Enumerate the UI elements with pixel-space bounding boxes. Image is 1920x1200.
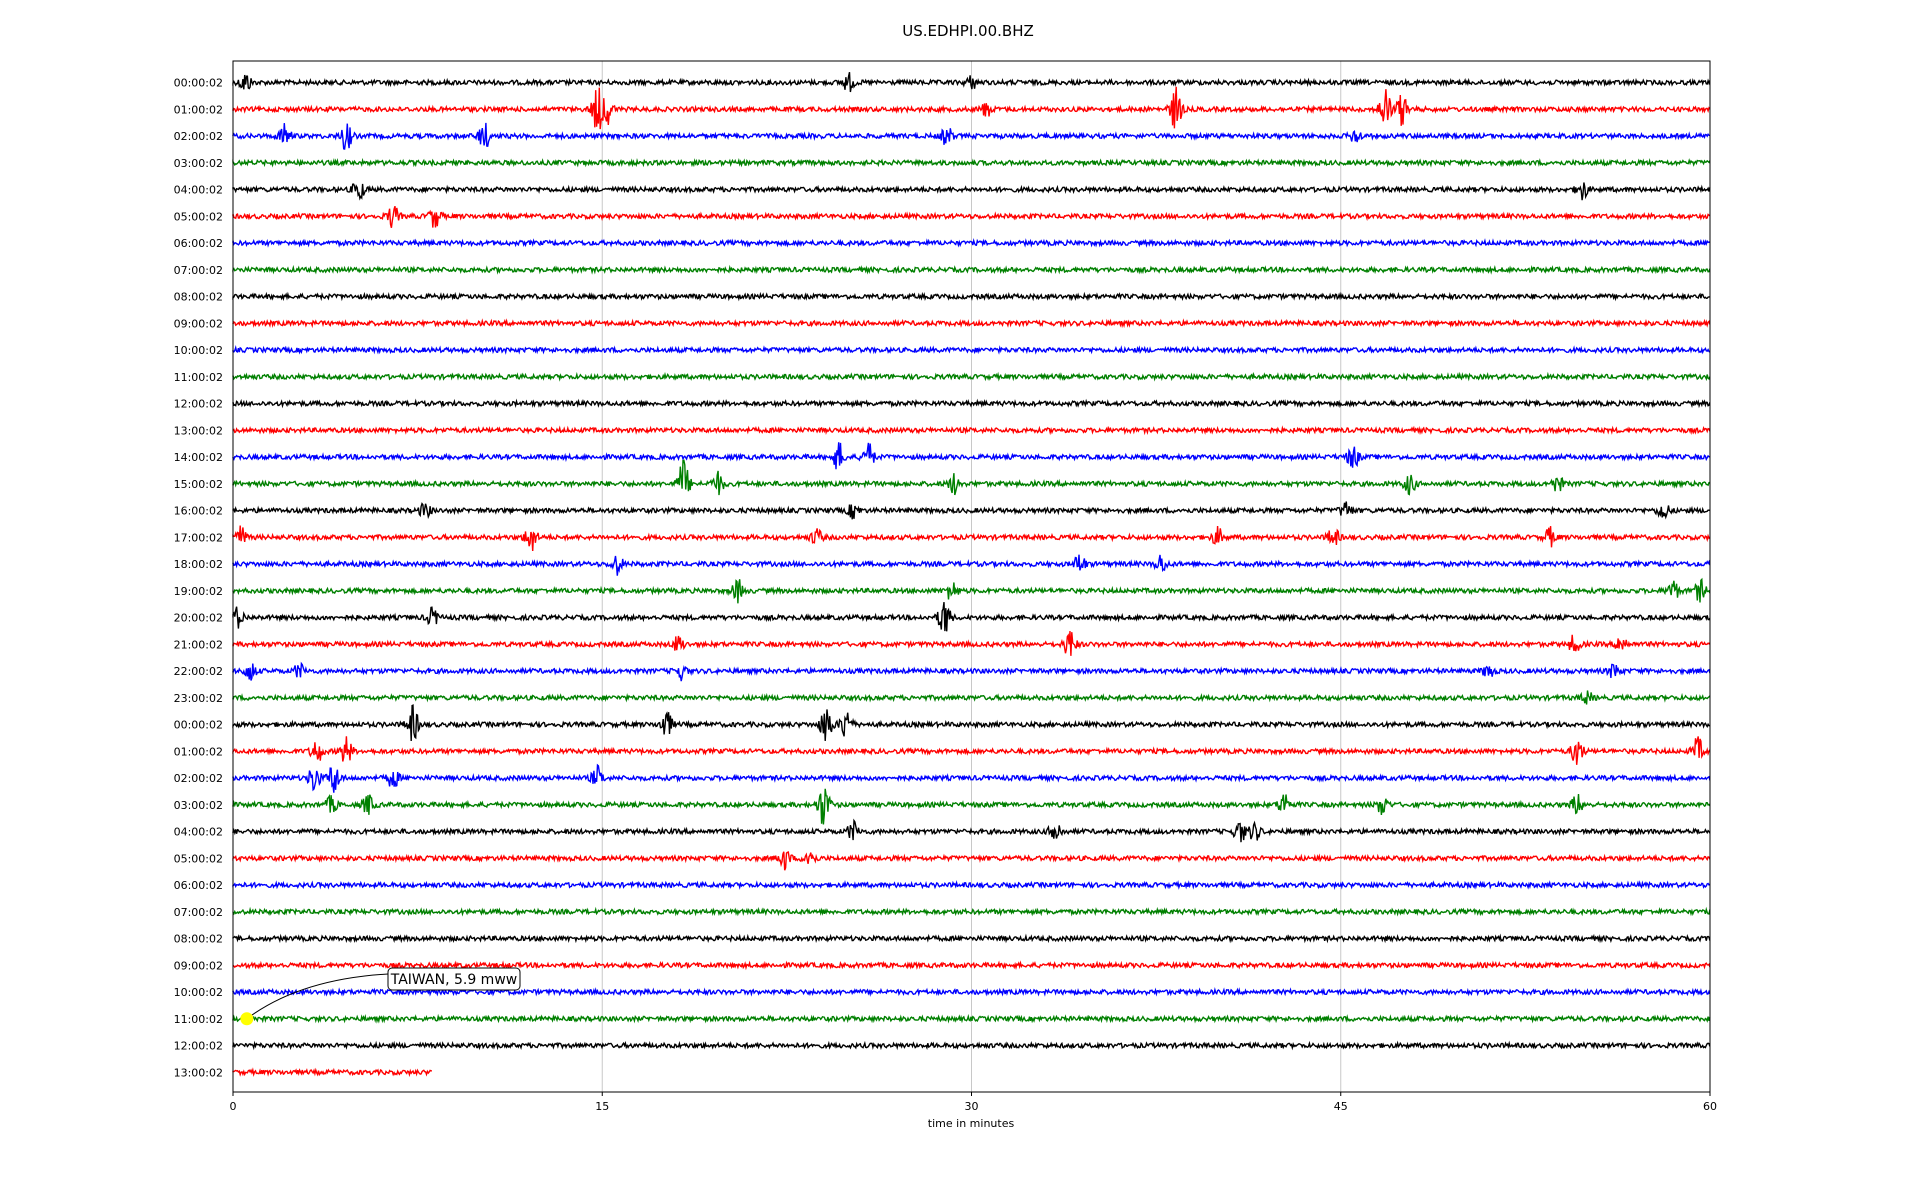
row-labels: 00:00:02 01:00:02 02:00:02 03:00:02 04:00:02… <box>174 77 223 1080</box>
seismic-trace <box>232 906 1711 917</box>
row-label: 08:00:02 <box>174 933 223 946</box>
trace-group <box>232 72 1711 1078</box>
row-label: 01:00:02 <box>174 103 223 116</box>
row-label: 23:00:02 <box>174 692 223 705</box>
seismic-trace <box>232 788 1711 825</box>
seismic-trace <box>232 986 1711 997</box>
row-label: 02:00:02 <box>174 130 223 143</box>
row-label: 10:00:02 <box>174 986 223 999</box>
chart-title: US.EDHPI.00.BHZ <box>902 22 1034 40</box>
seismic-trace <box>232 933 1711 944</box>
x-axis-ticks: 0 15 30 45 60 <box>230 1092 1717 1113</box>
row-label: 00:00:02 <box>174 77 223 90</box>
seismic-trace <box>232 554 1711 576</box>
seismic-trace <box>232 205 1711 228</box>
row-label: 03:00:02 <box>174 157 223 170</box>
row-label: 12:00:02 <box>174 1040 223 1053</box>
row-label: 05:00:02 <box>174 852 223 865</box>
seismic-trace <box>232 442 1711 470</box>
seismic-trace <box>232 371 1711 382</box>
row-label: 13:00:02 <box>174 1066 223 1079</box>
row-label: 06:00:02 <box>174 879 223 892</box>
seismic-trace <box>232 631 1711 656</box>
event-marker <box>240 1012 254 1026</box>
seismic-trace <box>232 501 1711 520</box>
seismic-trace <box>232 661 1711 682</box>
seismic-trace <box>232 86 1711 130</box>
seismic-trace <box>232 1067 433 1078</box>
row-label: 00:00:02 <box>174 719 223 732</box>
row-label: 04:00:02 <box>174 826 223 839</box>
x-tick-label: 0 <box>230 1100 237 1113</box>
seismic-trace <box>232 763 1711 793</box>
row-label: 14:00:02 <box>174 451 223 464</box>
row-label: 15:00:02 <box>174 478 223 491</box>
seismic-trace <box>232 237 1711 248</box>
row-label: 04:00:02 <box>174 184 223 197</box>
seismic-trace <box>232 318 1711 329</box>
seismic-trace <box>232 291 1710 302</box>
x-axis-label: time in minutes <box>928 1117 1015 1130</box>
seismic-trace <box>232 157 1711 168</box>
seismic-trace <box>232 736 1711 765</box>
row-label: 17:00:02 <box>174 531 223 544</box>
seismic-trace <box>232 577 1711 604</box>
seismic-trace <box>232 960 1711 971</box>
row-label: 12:00:02 <box>174 398 223 411</box>
annotation-connector <box>246 973 389 1020</box>
seismic-trace <box>232 1040 1711 1051</box>
seismic-trace <box>232 818 1711 843</box>
seismic-trace <box>232 704 1710 742</box>
seismic-trace <box>232 1013 1711 1024</box>
x-tick-label: 15 <box>595 1100 609 1113</box>
row-label: 09:00:02 <box>174 317 223 330</box>
seismic-trace <box>232 425 1711 436</box>
x-tick-label: 45 <box>1334 1100 1348 1113</box>
row-label: 01:00:02 <box>174 745 223 758</box>
seismic-trace <box>232 525 1711 552</box>
row-label: 07:00:02 <box>174 264 223 277</box>
row-label: 08:00:02 <box>174 291 223 304</box>
row-label: 02:00:02 <box>174 772 223 785</box>
row-label: 11:00:02 <box>174 371 223 384</box>
x-tick-label: 30 <box>965 1100 979 1113</box>
seismic-trace <box>232 398 1711 409</box>
grid-lines <box>601 61 1342 1092</box>
row-label: 13:00:02 <box>174 424 223 437</box>
event-annotation: TAIWAN, 5.9 mww <box>240 967 521 1026</box>
seismic-trace <box>232 345 1711 355</box>
seismic-trace <box>232 690 1711 705</box>
seismic-trace <box>232 459 1711 496</box>
seismic-trace <box>232 122 1711 150</box>
row-label: 10:00:02 <box>174 344 223 357</box>
row-label: 18:00:02 <box>174 558 223 571</box>
row-label: 16:00:02 <box>174 505 223 518</box>
row-label: 19:00:02 <box>174 585 223 598</box>
seismic-trace <box>232 182 1711 201</box>
row-label: 11:00:02 <box>174 1013 223 1026</box>
row-label: 09:00:02 <box>174 959 223 972</box>
row-label: 21:00:02 <box>174 638 223 651</box>
seismic-trace <box>232 879 1711 890</box>
row-label: 20:00:02 <box>174 612 223 625</box>
seismic-trace <box>232 851 1711 871</box>
annotation-text: TAIWAN, 5.9 mww <box>390 972 517 988</box>
annotation-box <box>387 967 521 991</box>
row-label: 03:00:02 <box>174 799 223 812</box>
seismic-trace <box>232 72 1711 93</box>
x-tick-label: 60 <box>1703 1100 1717 1113</box>
row-label: 07:00:02 <box>174 906 223 919</box>
seismic-trace <box>232 264 1711 275</box>
row-label: 22:00:02 <box>174 665 223 678</box>
row-label: 05:00:02 <box>174 210 223 223</box>
seismic-trace <box>232 602 1711 632</box>
row-label: 06:00:02 <box>174 237 223 250</box>
